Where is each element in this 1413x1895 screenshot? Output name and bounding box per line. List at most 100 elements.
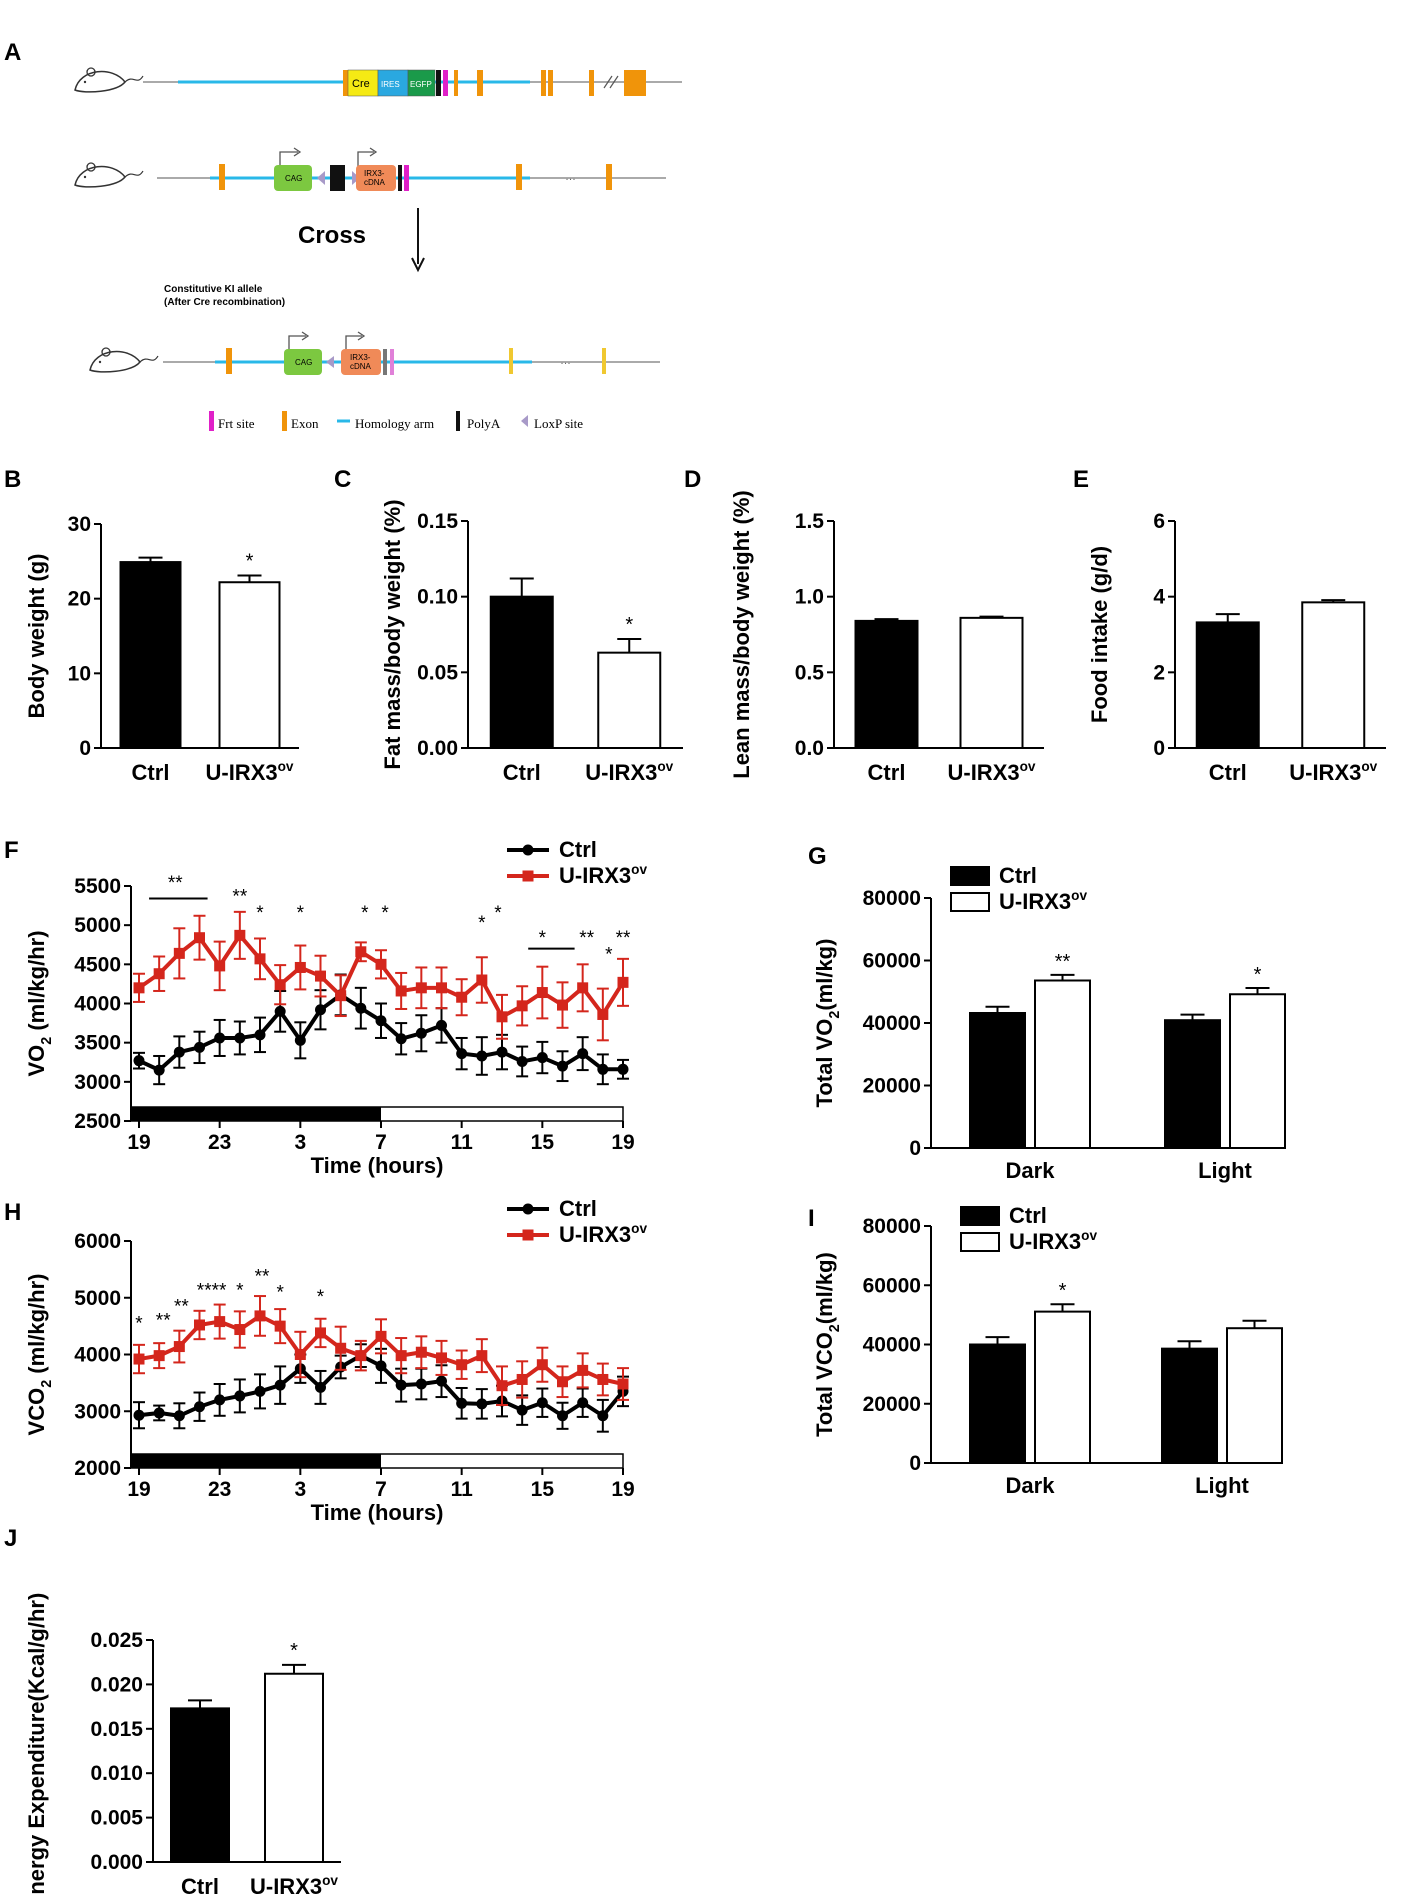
- data-point: [254, 1310, 266, 1322]
- data-point: [173, 1046, 185, 1058]
- data-point: [415, 1027, 427, 1039]
- data-point: [557, 1376, 568, 1388]
- data-point: [436, 1019, 447, 1031]
- data-point: [617, 1063, 629, 1075]
- legend-label: U-IRX3ov: [559, 1221, 647, 1247]
- data-point: [597, 1063, 609, 1075]
- polya-box: [436, 70, 441, 96]
- significance-marker: **: [616, 928, 631, 949]
- x-tick-label: 3: [294, 1131, 306, 1154]
- y-tick-label: 0.010: [90, 1762, 143, 1785]
- cag-label: CAG: [295, 358, 312, 367]
- y-tick-label: 5000: [74, 1287, 121, 1310]
- exon-box: [606, 164, 612, 190]
- y-tick-label: 5500: [74, 875, 121, 898]
- exon-box: [589, 70, 594, 96]
- legend-homology-arm: Homology arm: [355, 416, 434, 431]
- data-point: [496, 1011, 508, 1023]
- data-point: [335, 1342, 347, 1354]
- schematic-legend: Frt site Exon Homology arm PolyA LoxP si…: [209, 411, 583, 431]
- data-point: [294, 1349, 306, 1360]
- y-tick-label: 0.015: [90, 1718, 143, 1741]
- x-tick-label: 11: [451, 1478, 474, 1501]
- bar-u-irx3ov: [264, 1672, 324, 1864]
- x-axis-label: Time (hours): [311, 1500, 444, 1525]
- loxp-icon: [317, 171, 325, 185]
- ki-caption-line2: (After Cre recombination): [164, 297, 285, 308]
- data-point: [516, 1373, 528, 1385]
- exon-box: [226, 348, 232, 374]
- y-tick-label: 3000: [74, 1400, 121, 1423]
- data-point: [173, 1341, 185, 1353]
- y-tick-label: 6: [1153, 510, 1165, 533]
- y-tick-label: 20000: [863, 1393, 921, 1416]
- y-tick-label: 20: [68, 588, 91, 611]
- cre-box: [347, 69, 379, 97]
- mouse-icon: [89, 347, 159, 373]
- exon-box: [516, 164, 522, 190]
- x-tick-label: Light: [1198, 1158, 1252, 1183]
- significance-marker: *: [605, 944, 613, 965]
- panel-label-a: A: [4, 39, 21, 66]
- legend-swatch: [950, 866, 990, 886]
- cre-label: Cre: [352, 78, 370, 90]
- data-point: [617, 976, 629, 988]
- data-point: [375, 1015, 387, 1027]
- panel-label-c: C: [334, 466, 351, 493]
- legend-marker: [522, 1203, 534, 1215]
- data-point: [234, 929, 246, 941]
- legend-label: Ctrl: [559, 837, 597, 862]
- data-point: [194, 1319, 205, 1331]
- data-point: [234, 1324, 246, 1336]
- y-axis-label: Fat mass/body weight (%): [380, 499, 405, 769]
- y-tick-label: 0.020: [90, 1673, 143, 1696]
- data-point: [597, 1410, 609, 1422]
- data-point: [153, 1064, 165, 1076]
- significance-marker: *: [297, 903, 305, 924]
- data-point: [173, 1410, 185, 1422]
- significance-marker: *: [317, 1287, 325, 1308]
- significance-marker: *: [290, 1640, 298, 1662]
- data-point: [436, 1375, 447, 1387]
- significance-marker: *: [276, 1282, 284, 1303]
- y-axis-label: Total VCO2(ml/kg): [812, 1252, 843, 1437]
- x-tick-label: 23: [208, 1478, 231, 1501]
- bar-ctrl: [969, 1012, 1026, 1149]
- svg-text:…: …: [560, 355, 571, 367]
- cross-label: Cross: [298, 222, 366, 249]
- data-point: [274, 1379, 286, 1391]
- data-point: [133, 982, 145, 994]
- allele-row-cre: Cre IRES EGFP: [143, 69, 682, 97]
- bar-ctrl: [119, 561, 182, 750]
- x-tick-label: U-IRX3ov: [1289, 759, 1377, 785]
- cag-box: [274, 165, 312, 191]
- y-tick-label: 80000: [863, 1215, 921, 1238]
- significance-marker: *: [539, 928, 547, 949]
- data-point: [496, 1380, 508, 1392]
- data-point: [456, 1359, 468, 1371]
- data-point: [577, 1397, 589, 1409]
- data-point: [355, 1350, 367, 1362]
- y-axis-label: Lean mass/body weight (%): [729, 490, 754, 779]
- y-tick-label: 0.000: [90, 1851, 143, 1874]
- legend-frt: Frt site: [218, 416, 255, 431]
- frt-box: [404, 165, 409, 191]
- data-point: [153, 1350, 165, 1362]
- data-point: [395, 1033, 407, 1045]
- svg-text:…: …: [565, 171, 576, 183]
- data-point: [214, 1394, 226, 1406]
- data-point: [456, 1048, 468, 1060]
- bar-u-irx3ov: [1301, 601, 1366, 750]
- x-tick-label: 7: [375, 1478, 387, 1501]
- panel-label-g: G: [808, 843, 827, 870]
- legend-marker: [522, 1229, 534, 1241]
- data-point: [415, 982, 427, 994]
- legend-label: U-IRX3ov: [1009, 1228, 1097, 1254]
- egfp-box: [407, 69, 436, 97]
- significance-marker: *: [478, 913, 486, 934]
- frt-box: [390, 349, 394, 375]
- data-point: [536, 1397, 548, 1409]
- panel-label-h: H: [4, 1199, 21, 1226]
- data-point: [436, 1352, 447, 1364]
- y-tick-label: 5000: [74, 914, 121, 937]
